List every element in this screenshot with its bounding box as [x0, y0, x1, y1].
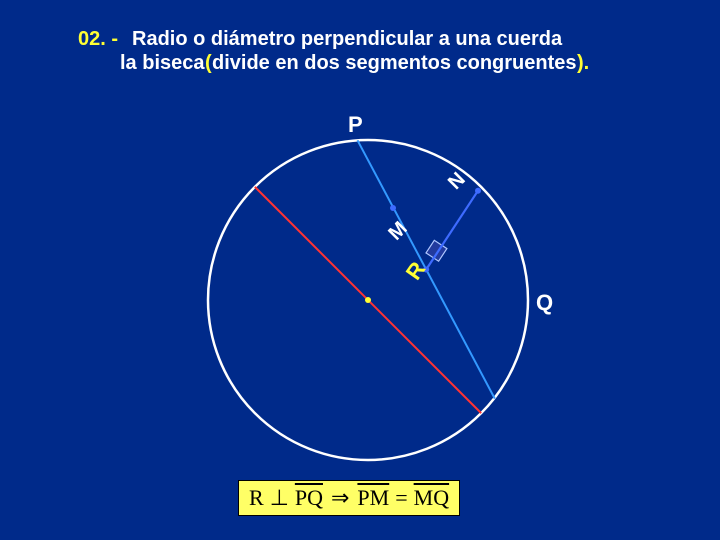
point-center — [365, 297, 371, 303]
point-n — [475, 188, 481, 194]
point-m — [390, 205, 396, 211]
geometry-svg — [0, 0, 720, 540]
formula-MQ: MQ — [414, 485, 449, 511]
formula-eq: = — [391, 485, 411, 511]
formula-perp: ⊥ — [266, 485, 293, 511]
formula-PM: PM — [357, 485, 389, 511]
label-q: Q — [536, 290, 553, 316]
formula-R: R — [249, 485, 264, 511]
formula-box: R ⊥ PQ ⇒ PM = MQ — [238, 480, 460, 516]
slide-stage: 02. - Radio o diámetro perpendicular a u… — [0, 0, 720, 540]
segment-nr — [426, 191, 478, 270]
formula-PQ: PQ — [295, 485, 323, 511]
formula-imp: ⇒ — [325, 485, 355, 511]
label-p: P — [348, 112, 363, 138]
